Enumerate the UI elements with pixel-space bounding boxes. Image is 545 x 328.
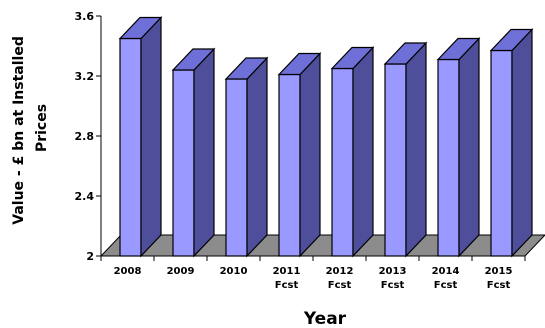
bar-side xyxy=(352,46,374,258)
bar-2008 xyxy=(118,16,163,258)
bar-side xyxy=(193,47,215,258)
x-tick-sublabel: Fcst xyxy=(381,280,405,291)
x-tick-label: 2011 xyxy=(273,266,301,277)
bar-top xyxy=(383,42,428,65)
bar-front xyxy=(278,73,301,257)
y-axis-title-line-1: Value - £ bn at Installed xyxy=(11,36,27,225)
y-tick-label: 2.4 xyxy=(75,190,95,203)
x-axis-title: Year xyxy=(303,309,347,328)
x-tick-label: 2010 xyxy=(220,266,248,277)
chart-floor xyxy=(99,234,545,257)
bar-front xyxy=(172,69,195,257)
bar-front xyxy=(437,58,460,257)
x-tick-label: 2014 xyxy=(432,266,460,277)
bar-side xyxy=(299,52,321,258)
bar-top xyxy=(171,48,216,71)
bar-2012 xyxy=(330,46,375,258)
bar-side xyxy=(405,41,427,258)
x-tick-label: 2013 xyxy=(379,266,407,277)
x-tick-label: 2008 xyxy=(114,266,142,277)
y-axis-title: Value - £ bn at Installed Prices xyxy=(11,31,50,224)
bar-2009 xyxy=(171,47,216,258)
bar-top xyxy=(436,37,481,61)
bar-2015 xyxy=(489,28,534,258)
bar-2010 xyxy=(224,56,269,258)
bar-front xyxy=(490,49,513,257)
bar-side xyxy=(246,56,268,258)
x-tick-sublabel: Fcst xyxy=(487,280,511,291)
bar-front xyxy=(384,63,407,257)
bar-front xyxy=(331,67,354,257)
bar-2013 xyxy=(383,41,428,258)
x-tick-sublabel: Fcst xyxy=(275,280,299,291)
bar-top xyxy=(277,52,322,76)
bar-side xyxy=(140,16,162,258)
y-tick-label: 3.2 xyxy=(75,70,95,83)
bar-top xyxy=(224,57,269,80)
y-axis-title-line-2: Prices xyxy=(34,104,50,152)
bar-side xyxy=(458,37,480,258)
x-tick-label: 2009 xyxy=(167,266,195,277)
x-tick-sublabel: Fcst xyxy=(328,280,352,291)
bar-front xyxy=(119,37,142,257)
bar-2014 xyxy=(436,37,481,258)
x-tick-label: 2015 xyxy=(485,266,513,277)
y-tick-label: 2 xyxy=(86,250,94,263)
y-tick-label: 2.8 xyxy=(75,130,95,143)
bar-top xyxy=(118,16,163,40)
bar-top xyxy=(330,46,375,70)
bar-front xyxy=(225,78,248,257)
x-tick-sublabel: Fcst xyxy=(434,280,458,291)
bar-top xyxy=(489,28,534,52)
x-tick-label: 2012 xyxy=(326,266,354,277)
y-tick-label: 3.6 xyxy=(75,10,95,23)
bar-side xyxy=(511,28,533,258)
bar-2011 xyxy=(277,52,322,258)
